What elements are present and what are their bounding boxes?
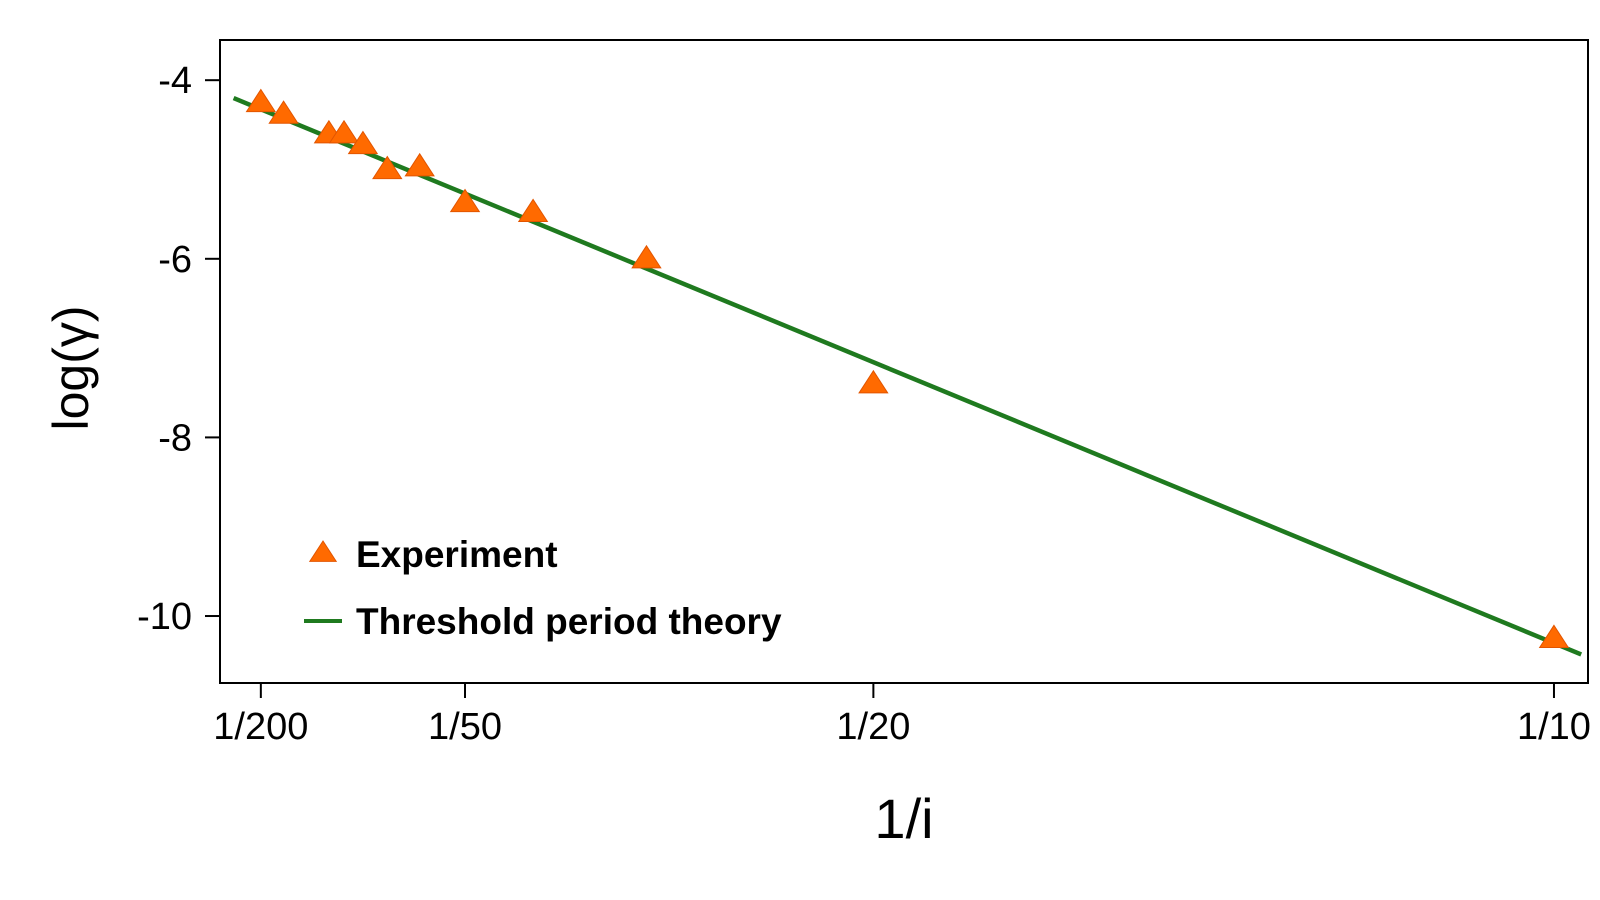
x-tick-label: 1/200	[213, 706, 308, 748]
series-experiment	[245, 88, 1570, 648]
y-axis-title: log(γ)	[43, 305, 99, 430]
experiment-point	[1538, 624, 1570, 648]
y-axis-ticks: -4 -6 -8 -10	[137, 60, 220, 638]
experiment-point	[517, 198, 549, 222]
plot-frame	[219, 39, 1589, 684]
x-tick-label: 1/20	[836, 706, 910, 748]
experiment-point	[328, 119, 360, 144]
legend: Experiment Threshold period theory	[304, 534, 782, 642]
series-threshold-period-theory	[232, 95, 1583, 657]
x-axis-ticks: 1/200 1/50 1/20 1/10	[213, 683, 1591, 748]
legend-marker-experiment	[308, 540, 338, 562]
experiment-point	[347, 130, 379, 155]
legend-label-experiment: Experiment	[356, 534, 558, 575]
experiment-point	[449, 188, 481, 213]
y-tick-label: -8	[158, 417, 192, 459]
x-axis-title: 1/i	[874, 787, 933, 850]
y-tick-label: -6	[158, 239, 192, 281]
y-tick-label: -10	[137, 596, 192, 638]
theory-line-segment	[232, 95, 1583, 657]
experiment-point	[268, 100, 299, 124]
x-tick-label: 1/10	[1517, 706, 1591, 748]
experiment-point	[245, 88, 277, 113]
experiment-point	[858, 369, 889, 394]
x-tick-label: 1/50	[428, 706, 502, 748]
experiment-point	[404, 152, 435, 177]
legend-label-threshold-period-theory: Threshold period theory	[356, 601, 782, 642]
y-tick-label: -4	[158, 60, 192, 102]
experiment-point	[372, 155, 403, 180]
experiment-point	[631, 244, 662, 269]
